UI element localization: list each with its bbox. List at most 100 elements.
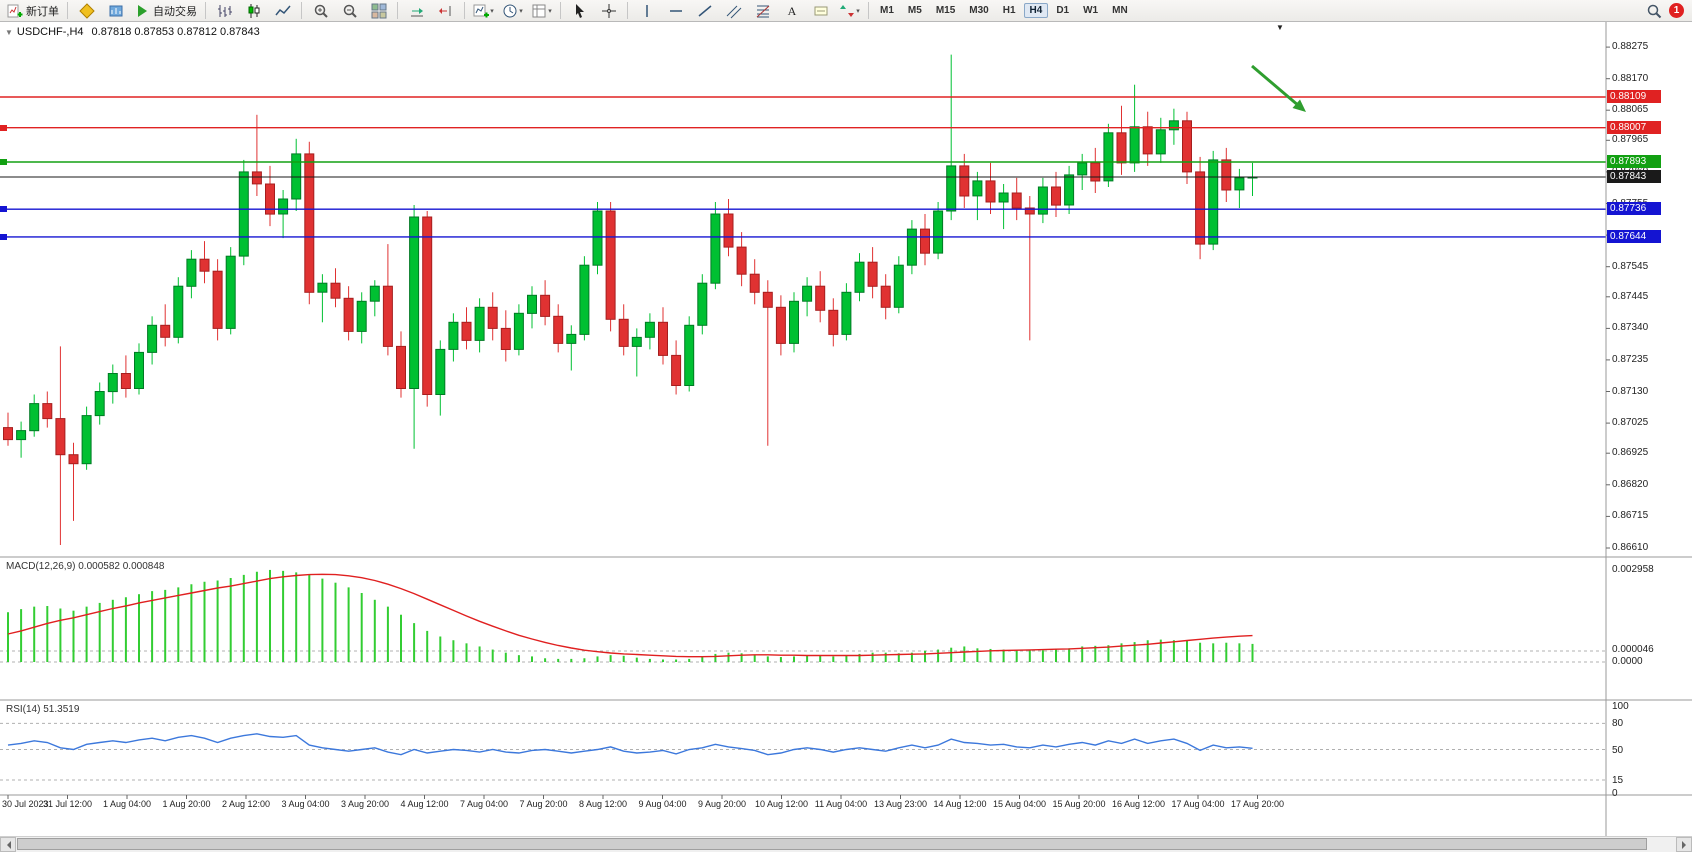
auto-scroll-icon [409,3,425,19]
autotrade-play-icon [134,3,150,19]
scroll-right-icon [1681,840,1690,849]
time-label: 7 Aug 20:00 [519,799,568,809]
channel-tool[interactable] [720,0,747,21]
new-order-button[interactable]: 新订单 [4,0,62,21]
horizontal-line-icon [668,3,684,19]
auto-scroll-button[interactable] [403,0,430,21]
arrows-tool[interactable]: ▾ [836,0,863,21]
chart-shift-button[interactable] [432,0,459,21]
scroll-right-button[interactable] [1676,837,1692,852]
market-watch-button[interactable] [102,0,129,21]
timeframe-button-h1[interactable]: H1 [1002,5,1016,16]
vertical-line-tool[interactable] [633,0,660,21]
time-label: 9 Aug 04:00 [638,799,687,809]
price-tick: 0.87860 [1612,165,1649,177]
rsi-axis-label: 50 [1612,744,1624,756]
price-tick: 0.87025 [1612,417,1649,429]
crosshair-button[interactable] [595,0,622,21]
horizontal-line-tool[interactable] [662,0,689,21]
new-chart-button[interactable]: ▾ [470,0,497,21]
zoom-in-button[interactable] [307,0,334,21]
time-label: 13 Aug 23:00 [873,799,928,809]
template-button[interactable]: ▾ [528,0,555,21]
cursor-button[interactable] [566,0,593,21]
scrollbar-thumb[interactable] [17,838,1647,850]
price-level-tag: 0.88007 [1607,120,1661,134]
period-button[interactable]: ▾ [499,0,526,21]
candlestick-icon [246,3,262,19]
rsi-axis-label: 80 [1612,718,1624,730]
macd-axis-label: 0.002958 [1612,564,1654,575]
chevron-down-icon: ▾ [856,7,860,15]
autotrade-button[interactable]: 自动交易 [131,0,200,21]
zoom-out-icon [342,3,358,19]
tile-windows-icon [371,3,387,19]
bar-chart-button[interactable] [211,0,238,21]
notification-badge[interactable]: 1 [1669,3,1684,18]
macd-axis-label: 0.000046 [1612,644,1654,655]
price-tick: 0.87340 [1612,322,1649,334]
scroll-left-button[interactable] [0,837,16,852]
label-tool[interactable] [807,0,834,21]
compass-button[interactable] [73,0,100,21]
zoom-in-icon [313,3,329,19]
svg-text:A: A [787,4,796,18]
time-label: 9 Aug 20:00 [697,799,747,809]
candlestick-button[interactable] [240,0,267,21]
time-label: 11 Aug 04:00 [814,799,868,809]
timeframe-button-m5[interactable]: M5 [907,5,922,16]
timeframe-button-m1[interactable]: M1 [880,5,894,16]
time-label: 30 Jul 2023 [2,799,49,809]
price-level-tag: 0.87736 [1607,202,1661,216]
price-tick: 0.88065 [1612,104,1649,116]
price-tick: 0.87545 [1612,260,1649,272]
tile-windows-button[interactable] [365,0,392,21]
price-tick: 0.86715 [1612,510,1649,522]
chart-plot-area[interactable] [0,22,1606,795]
price-tick: 0.87445 [1612,290,1649,302]
chevron-down-icon: ▾ [490,7,494,15]
time-label: 2 Aug 12:00 [221,799,271,809]
timeframe-button-w1[interactable]: W1 [1083,5,1099,16]
text-icon: A [784,3,800,19]
label-icon [813,3,829,19]
trendline-tool[interactable] [691,0,718,21]
timeframe-button-m15[interactable]: M15 [935,5,956,16]
timeframe-button-mn[interactable]: MN [1112,5,1128,16]
text-tool[interactable]: A [778,0,805,21]
timeframe-button-d1[interactable]: D1 [1056,5,1070,16]
line-chart-button[interactable] [269,0,296,21]
price-level-tag: 0.87843 [1607,170,1661,184]
chart-shift-icon [438,3,454,19]
time-label: 3 Aug 04:00 [281,799,330,809]
compass-icon [78,2,95,19]
zoom-out-button[interactable] [336,0,363,21]
scroll-left-icon [3,840,11,849]
time-label: 17 Aug 04:00 [1171,799,1225,809]
timeframe-button-m30[interactable]: M30 [969,5,989,16]
horizontal-scrollbar[interactable] [0,836,1692,852]
timeframe-button-h4[interactable]: H4 [1023,3,1049,18]
trendline-icon [697,3,713,19]
fibonacci-tool[interactable] [749,0,776,21]
chevron-down-icon: ▾ [548,7,552,15]
price-tick: 0.86925 [1612,447,1649,459]
toolbar-separator [67,2,68,19]
new-order-icon [7,3,23,19]
market-watch-icon [108,3,124,19]
price-tick: 0.87130 [1612,385,1649,397]
line-chart-icon [274,3,291,19]
timeframe-button-group: M1 M5 M15 M30 H1 H4 D1 W1 MN [873,3,1135,18]
search-icon[interactable] [1646,3,1662,19]
time-label: 4 Aug 12:00 [400,799,449,809]
toolbar: 新订单 自动交易 [0,0,1692,22]
bar-chart-icon [217,3,233,19]
price-tick: 0.87235 [1612,353,1649,365]
rsi-axis-label: 0 [1612,788,1618,799]
price-tick: 0.87755 [1612,197,1649,209]
time-label: 31 Jul 12:00 [42,799,93,809]
channel-icon [726,3,742,19]
period-clock-icon [502,3,518,19]
toolbar-separator [560,2,561,19]
price-tick: 0.88170 [1612,72,1649,84]
